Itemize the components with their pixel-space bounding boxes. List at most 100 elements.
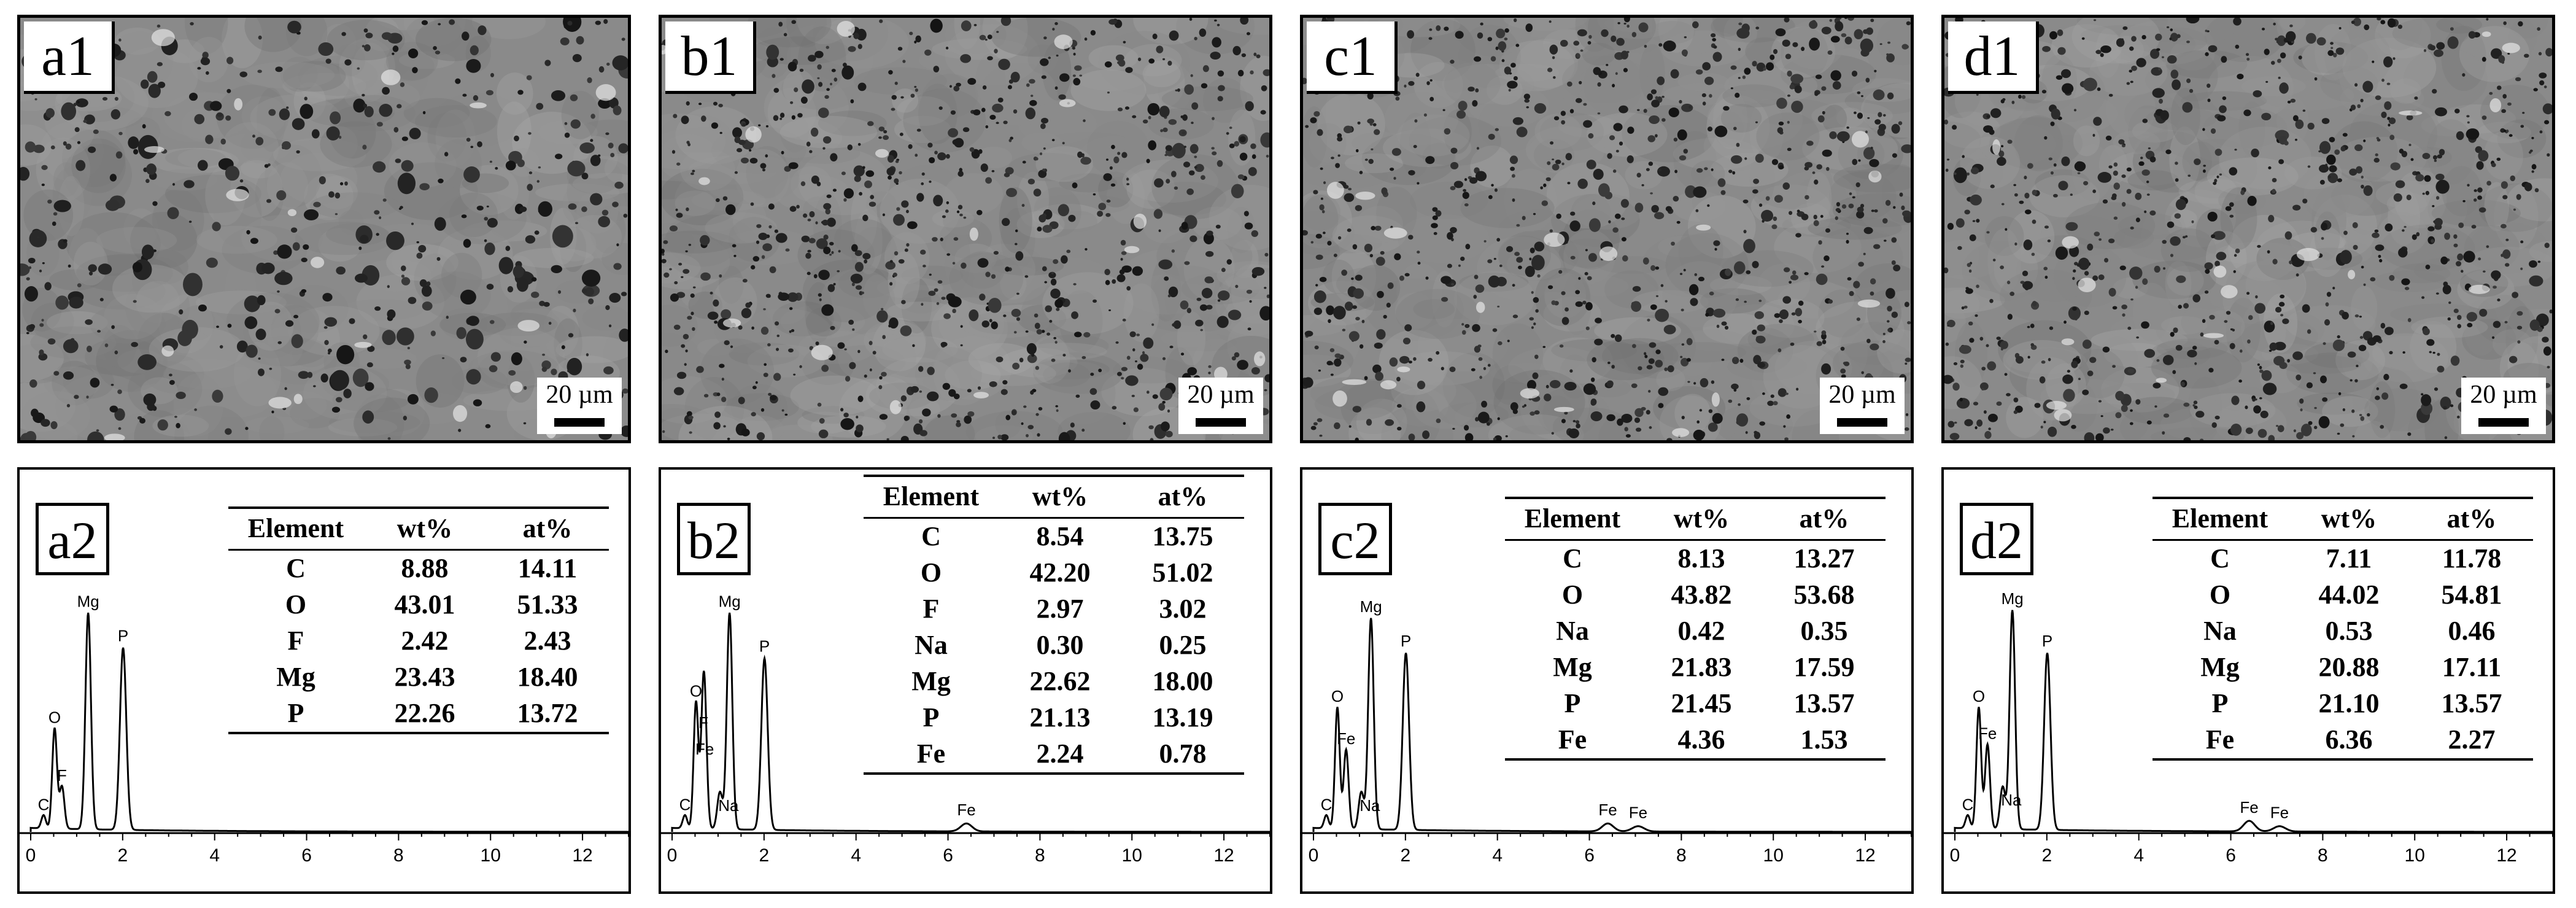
scale-bar-label: 20 µm — [2470, 381, 2537, 409]
porous-surface-image — [662, 18, 1269, 440]
at-cell: 0.78 — [1159, 739, 1207, 769]
spectrum-line — [29, 612, 629, 833]
element-cell: Na — [1556, 616, 1589, 646]
wt-cell: 21.10 — [2318, 688, 2380, 718]
peak-label: Mg — [719, 592, 741, 610]
element-cell: C — [2210, 543, 2230, 573]
column-header: Element — [2152, 498, 2288, 541]
peak-label: O — [1331, 687, 1344, 705]
scale-bar-line — [1837, 418, 1887, 427]
scale-bar: 20 µm — [2461, 378, 2546, 434]
panel-label: d1 — [1948, 21, 2039, 94]
table-row: F 2.42 2.43 — [228, 623, 609, 659]
panel-label: b2 — [677, 503, 751, 575]
element-cell: C — [286, 553, 306, 583]
element-cell: Na — [915, 630, 948, 660]
element-cell: P — [1564, 688, 1581, 718]
table-row: P 22.26 13.72 — [228, 696, 609, 733]
peak-label: P — [2042, 632, 2052, 650]
table-row: P 21.45 13.57 — [1505, 686, 1886, 722]
table-row: Na 0.30 0.25 — [864, 627, 1244, 664]
tick-label: 6 — [2226, 845, 2236, 866]
tick-label: 4 — [2133, 845, 2144, 866]
tick-label: 8 — [2318, 845, 2328, 866]
tick-label: 2 — [1401, 845, 1411, 866]
wt-cell: 0.30 — [1036, 630, 1084, 660]
wt-cell: 20.88 — [2318, 652, 2380, 682]
at-cell: 13.27 — [1793, 543, 1855, 573]
peak-label: Fe — [957, 801, 975, 819]
tick-label: 2 — [759, 845, 770, 866]
at-cell: 0.25 — [1159, 630, 1207, 660]
scale-bar-line — [1196, 418, 1246, 427]
panel-label: d2 — [1960, 503, 2033, 575]
table-row: P 21.10 13.57 — [2152, 686, 2533, 722]
element-cell: F — [287, 626, 304, 656]
table-row: C 8.54 13.75 — [864, 518, 1244, 556]
panel-label: a1 — [24, 21, 115, 94]
peak-label: Mg — [77, 592, 99, 610]
peak-label: Fe — [2240, 798, 2258, 817]
element-cell: P — [922, 702, 940, 732]
at-cell: 18.00 — [1152, 666, 1213, 696]
peak-label: Fe — [1598, 801, 1617, 819]
table-row: Mg 23.43 18.40 — [228, 659, 609, 696]
at-cell: 51.02 — [1152, 557, 1213, 588]
at-cell: 17.59 — [1793, 652, 1855, 682]
composition-table: Element wt% at% C 8.88 14.11 O 43.01 51.33 F… — [228, 506, 609, 734]
porous-surface-image — [1944, 18, 2552, 440]
wt-cell: 4.36 — [1677, 724, 1725, 755]
table-row: Fe 4.36 1.53 — [1505, 722, 1886, 759]
tick-label: 0 — [26, 845, 36, 866]
column-header: Element — [864, 476, 999, 519]
peak-label: O — [1973, 687, 1985, 705]
wt-cell: 8.13 — [1677, 543, 1725, 573]
at-cell: 0.35 — [1800, 616, 1848, 646]
tick-label: 2 — [2042, 845, 2052, 866]
table-header-row: Element wt% at% — [2152, 498, 2533, 541]
table-row: Na 0.53 0.46 — [2152, 613, 2533, 650]
table-row: Na 0.42 0.35 — [1505, 613, 1886, 650]
at-cell: 13.57 — [1793, 688, 1855, 718]
table-row: O 43.82 53.68 — [1505, 577, 1886, 613]
scale-bar: 20 µm — [1820, 378, 1905, 434]
peak-label: Na — [2001, 791, 2022, 809]
tick-label: 2 — [118, 845, 128, 866]
tick-label: 12 — [572, 845, 592, 866]
peak-label: Fe — [1337, 729, 1355, 748]
column-header: wt% — [363, 508, 486, 551]
scale-bar-label: 20 µm — [1828, 381, 1896, 409]
element-cell: Mg — [911, 666, 951, 696]
peak-label: Fe — [1629, 803, 1647, 821]
element-cell: O — [2209, 580, 2231, 610]
peak-label: C — [1321, 796, 1332, 814]
element-cell: P — [287, 698, 304, 728]
table-header-row: Element wt% at% — [864, 476, 1244, 519]
wt-cell: 21.45 — [1671, 688, 1732, 718]
at-cell: 13.75 — [1152, 521, 1213, 551]
wt-cell: 0.53 — [2325, 616, 2373, 646]
tick-label: 8 — [393, 845, 404, 866]
table-row: Mg 22.62 18.00 — [864, 664, 1244, 700]
at-cell: 11.78 — [2442, 543, 2502, 573]
peak-label: Na — [1360, 796, 1380, 815]
column-header: wt% — [1640, 498, 1763, 541]
panel-label: c1 — [1307, 21, 1398, 94]
porous-surface-image — [1303, 18, 1911, 440]
element-cell: O — [285, 589, 307, 619]
sem-micrograph-b1: b1 20 µm — [659, 15, 1272, 443]
wt-cell: 7.11 — [2326, 543, 2372, 573]
peak-label: Fe — [2270, 803, 2289, 821]
scale-bar-line — [2478, 418, 2529, 427]
table-row: Fe 2.24 0.78 — [864, 736, 1244, 774]
wt-cell: 8.54 — [1036, 521, 1084, 551]
element-cell: Fe — [916, 739, 946, 769]
scale-bar-label: 20 µm — [1187, 381, 1255, 409]
wt-cell: 22.62 — [1029, 666, 1091, 696]
wt-cell: 21.13 — [1029, 702, 1091, 732]
tick-label: 4 — [1492, 845, 1503, 866]
eds-panel-a2: 0 2 4 6 8 10 12 C O F Mg P a2 Element wt% at% C 8.88… — [17, 467, 631, 894]
table-row: C 7.11 11.78 — [2152, 540, 2533, 578]
at-cell: 3.02 — [1159, 594, 1207, 624]
